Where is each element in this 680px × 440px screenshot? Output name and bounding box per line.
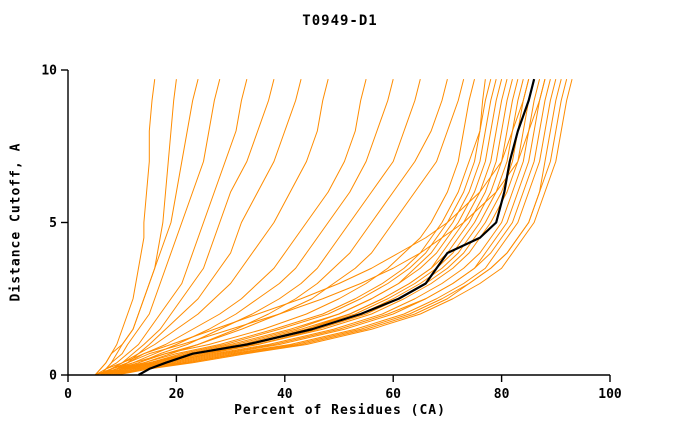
model-curve: [111, 79, 530, 376]
x-tick-label: 0: [64, 387, 72, 402]
model-curve: [105, 79, 275, 376]
model-curve: [111, 79, 557, 376]
model-curve: [100, 79, 546, 376]
x-tick-label: 80: [494, 387, 510, 402]
model-curve: [100, 79, 535, 376]
x-tick-label: 20: [169, 387, 185, 402]
model-curve: [105, 79, 448, 376]
model-curve: [94, 79, 156, 376]
model-curve: [105, 79, 541, 376]
model-curve: [105, 79, 551, 376]
x-tick-label: 40: [277, 387, 293, 402]
model-curve: [100, 79, 421, 376]
reference-curve: [137, 78, 536, 376]
model-curve: [105, 79, 302, 376]
y-tick-label: 10: [41, 64, 57, 79]
model-curve: [100, 79, 248, 376]
model-curve: [100, 79, 465, 376]
x-tick-label: 60: [385, 387, 401, 402]
chart-title: T0949-D1: [302, 13, 378, 29]
y-tick-label: 5: [49, 216, 57, 231]
model-curve: [100, 79, 221, 376]
model-curve: [100, 79, 492, 376]
model-curve: [111, 79, 568, 376]
model-curve: [100, 79, 199, 376]
model-curve: [94, 79, 530, 376]
model-curve: [100, 79, 329, 376]
model-curve: [105, 79, 394, 376]
x-axis-label: Percent of Residues (CA): [234, 403, 446, 418]
y-tick-label: 0: [49, 369, 57, 384]
model-curve: [100, 79, 486, 376]
model-curve: [105, 79, 503, 376]
model-curve: [116, 79, 573, 376]
x-tick-label: 100: [598, 387, 622, 402]
